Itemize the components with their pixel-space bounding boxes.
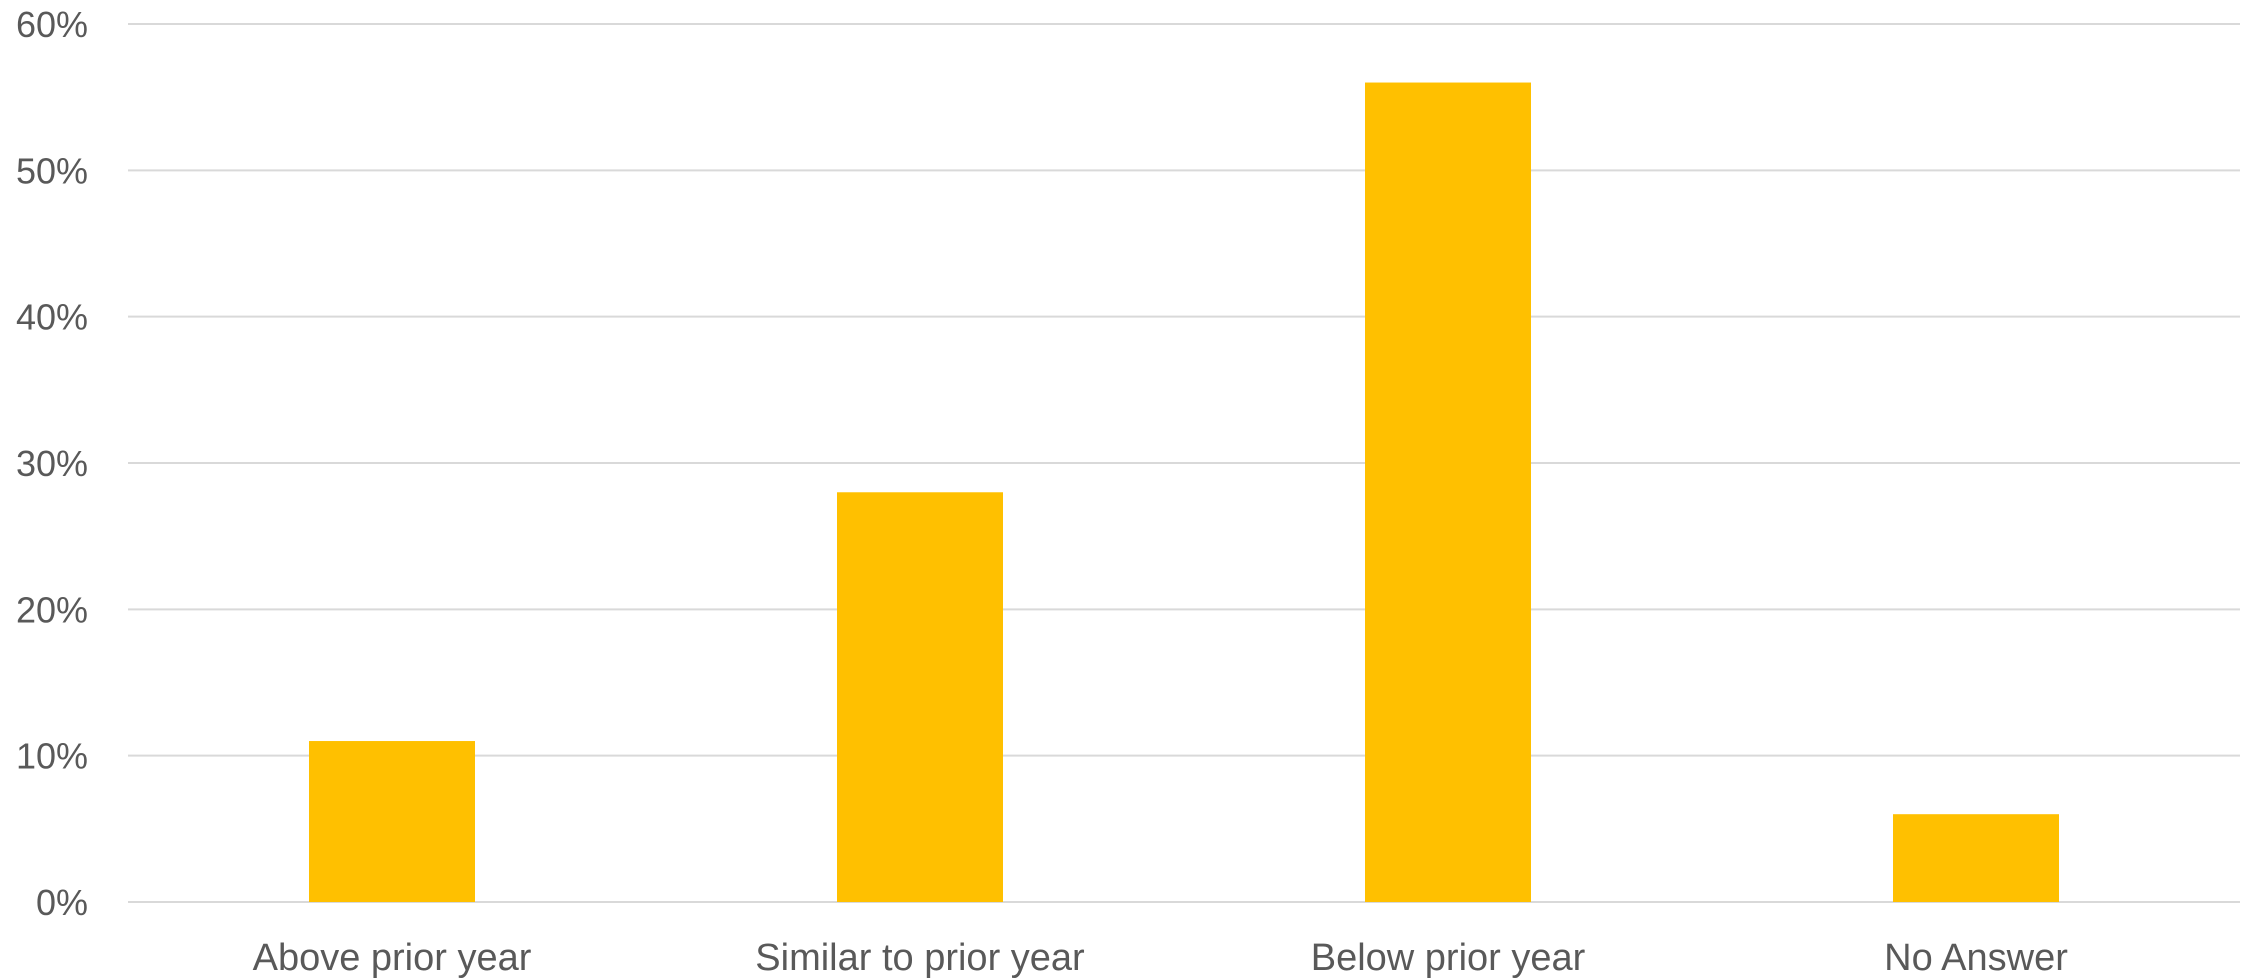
y-tick-label: 20% (16, 589, 88, 630)
x-category-label: No Answer (1884, 937, 2068, 979)
y-tick-label: 0% (36, 882, 88, 923)
y-tick-label: 40% (16, 297, 88, 338)
x-category-label: Below prior year (1311, 937, 1586, 979)
bar-above-prior-year (309, 741, 475, 902)
bar-similar-to-prior-year (837, 492, 1003, 902)
gridlines (128, 23, 2240, 903)
x-category-label: Similar to prior year (755, 937, 1085, 979)
x-category-label: Above prior year (253, 937, 532, 979)
y-tick-label: 30% (16, 443, 88, 484)
y-tick-label: 60% (16, 4, 88, 45)
bars (309, 82, 2059, 903)
x-axis-category-labels: Above prior year Similar to prior year Bel… (253, 937, 2069, 979)
bar-no-answer (1893, 814, 2059, 902)
y-tick-label: 50% (16, 150, 88, 191)
y-axis-tick-labels: 0% 10% 20% 30% 40% 50% 60% (16, 4, 88, 923)
y-tick-label: 10% (16, 736, 88, 777)
bar-below-prior-year (1365, 82, 1531, 903)
